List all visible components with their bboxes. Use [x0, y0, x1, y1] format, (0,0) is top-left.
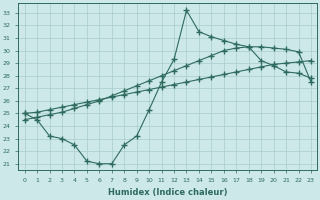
X-axis label: Humidex (Indice chaleur): Humidex (Indice chaleur): [108, 188, 228, 197]
